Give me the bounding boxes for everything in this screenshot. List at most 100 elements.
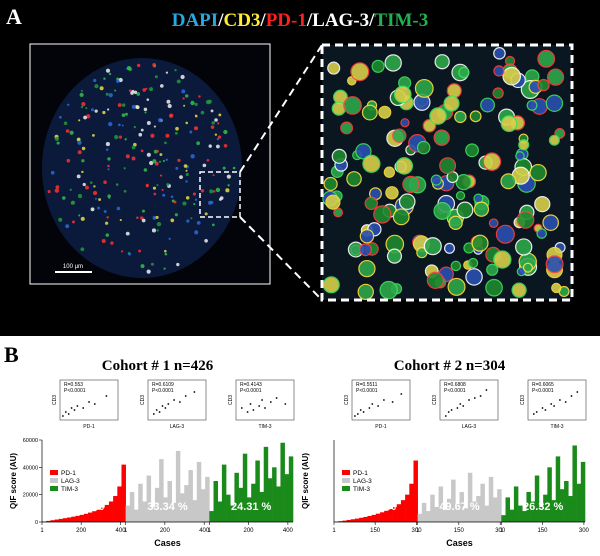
bar [284, 474, 290, 522]
cell-dot [130, 91, 134, 95]
bar [272, 467, 277, 522]
cell [473, 201, 490, 217]
cell [373, 205, 392, 224]
cell-dot [124, 138, 127, 141]
bar [388, 509, 393, 522]
cell-dot [110, 241, 114, 245]
bar [46, 520, 51, 522]
bar [238, 487, 244, 522]
inset-point [383, 399, 385, 401]
cell-dot [80, 89, 83, 92]
cell-dot [82, 182, 86, 187]
cell [536, 228, 547, 239]
bar [354, 518, 360, 522]
bar [100, 507, 106, 522]
bar [221, 464, 227, 522]
cell-dot [168, 237, 171, 240]
bar [184, 485, 189, 522]
cell-dot [93, 185, 96, 188]
cell-dot [77, 150, 82, 155]
bar [509, 509, 515, 522]
cell-dot [149, 87, 154, 92]
cell [545, 255, 564, 274]
percent-label: 33.34 % [147, 501, 188, 513]
bar [71, 516, 76, 522]
bar [163, 497, 168, 522]
cell [518, 139, 530, 151]
cell-dot [163, 267, 166, 270]
cell-dot [107, 168, 110, 171]
x-tick-label: 1 [500, 528, 504, 534]
cell-dot [167, 103, 172, 109]
separator: / [306, 10, 313, 31]
inset-point [264, 407, 266, 409]
cell-dot [166, 99, 171, 104]
cell-dot [194, 114, 198, 118]
inset-point [479, 395, 482, 397]
cell-dot [190, 100, 195, 106]
cell-dot [202, 163, 207, 168]
cell-dot [165, 133, 170, 138]
cell-dot [226, 174, 231, 179]
x-tick-label: 400 [116, 528, 127, 534]
legend-swatch [342, 486, 350, 491]
cell-dot [140, 264, 145, 269]
cell-dot [157, 118, 163, 123]
cell [355, 143, 372, 160]
cell-dot [78, 214, 81, 217]
cell-dot [204, 212, 208, 216]
cell-dot [127, 251, 131, 255]
bar [205, 476, 210, 522]
inset-y-label: CD3 [52, 395, 58, 405]
cell-dot [170, 218, 175, 223]
cell-dot [156, 221, 162, 227]
inset-point [564, 401, 567, 403]
bar [522, 511, 527, 522]
cell-dot [101, 239, 106, 244]
bar [459, 491, 464, 522]
cell [331, 148, 347, 164]
cell [458, 66, 470, 79]
cell-dot [183, 164, 188, 168]
inset-point [167, 403, 170, 405]
cell-dot [85, 185, 89, 190]
cell-dot [62, 196, 66, 200]
x-tick-label: 1 [332, 528, 336, 534]
cell-dot [198, 95, 201, 98]
bar [501, 515, 506, 522]
bar [434, 506, 439, 522]
bar [463, 508, 469, 522]
cell-dot [92, 190, 98, 196]
cell [340, 121, 354, 135]
inset-point [354, 415, 356, 417]
cell [471, 234, 489, 252]
cell-dot [209, 189, 214, 194]
cell-dot [177, 158, 181, 163]
cell-dot [159, 153, 163, 156]
cell [455, 174, 472, 191]
cell-dot [146, 152, 151, 157]
cell-dot [180, 74, 185, 80]
inset-point [240, 407, 243, 409]
percent-label: 65.26 % [64, 501, 105, 513]
cell-dot [146, 269, 151, 274]
cell [492, 87, 504, 99]
cell-dot [107, 108, 110, 111]
cell-dot [165, 158, 168, 162]
cell-dot [105, 92, 109, 96]
cell-dot [93, 78, 97, 83]
inset-point [73, 409, 76, 411]
cell-dot [97, 206, 101, 210]
cell-dot [94, 109, 98, 113]
legend-swatch [50, 486, 58, 491]
inset-point [76, 405, 79, 407]
cell-dot [80, 216, 85, 221]
inset-point [356, 413, 359, 415]
cell-dot [200, 110, 205, 115]
cell-dot [121, 103, 126, 107]
cell [469, 110, 482, 123]
cell-dot [76, 174, 81, 179]
cell [322, 276, 340, 294]
cell-dot [164, 249, 167, 253]
cell-dot [63, 121, 68, 126]
